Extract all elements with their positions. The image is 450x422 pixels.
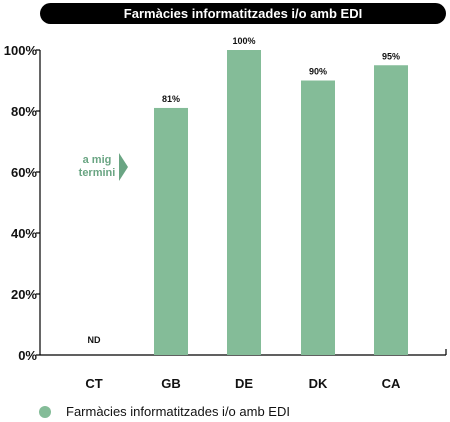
annotation-arrow [119, 153, 128, 181]
data-labels: ND 81% 100% 90% 95% [88, 36, 401, 345]
annotation-callout: a mig termini [79, 153, 128, 181]
y-ticks: 0% 20% 40% 60% 80% 100% [4, 43, 40, 363]
category-label-dk: DK [309, 376, 328, 391]
legend: Farmàcies informatitzades i/o amb EDI [39, 404, 290, 419]
title-background [40, 3, 446, 24]
data-label-dk: 90% [309, 67, 327, 77]
category-label-gb: GB [161, 376, 181, 391]
y-tick-label: 40% [11, 226, 37, 241]
data-label-ca: 95% [382, 51, 400, 61]
bar-gb [154, 107, 188, 355]
chart-title: Farmàcies informatitzades i/o amb EDI [124, 6, 362, 21]
y-tick-label: 20% [11, 287, 37, 302]
data-label-de: 100% [232, 36, 255, 46]
legend-label: Farmàcies informatitzades i/o amb EDI [66, 404, 290, 419]
bars [154, 50, 408, 355]
y-tick-label: 0% [18, 348, 37, 363]
legend-swatch [39, 406, 51, 418]
annotation-line-2: termini [79, 167, 116, 179]
annotation-line-1: a mig [83, 154, 112, 166]
y-tick-label: 60% [11, 165, 37, 180]
data-label-ct: ND [88, 335, 101, 345]
title-bar: Farmàcies informatitzades i/o amb EDI [40, 3, 446, 24]
bar-dk [301, 80, 335, 355]
category-labels: CT GB DE DK CA [85, 376, 401, 391]
category-label-ct: CT [85, 376, 102, 391]
data-label-gb: 81% [162, 94, 180, 104]
bar-de [227, 50, 261, 355]
category-label-de: DE [235, 376, 253, 391]
y-tick-label: 80% [11, 104, 37, 119]
bar-ca [374, 65, 408, 355]
category-label-ca: CA [382, 376, 401, 391]
y-tick-label: 100% [4, 43, 38, 58]
